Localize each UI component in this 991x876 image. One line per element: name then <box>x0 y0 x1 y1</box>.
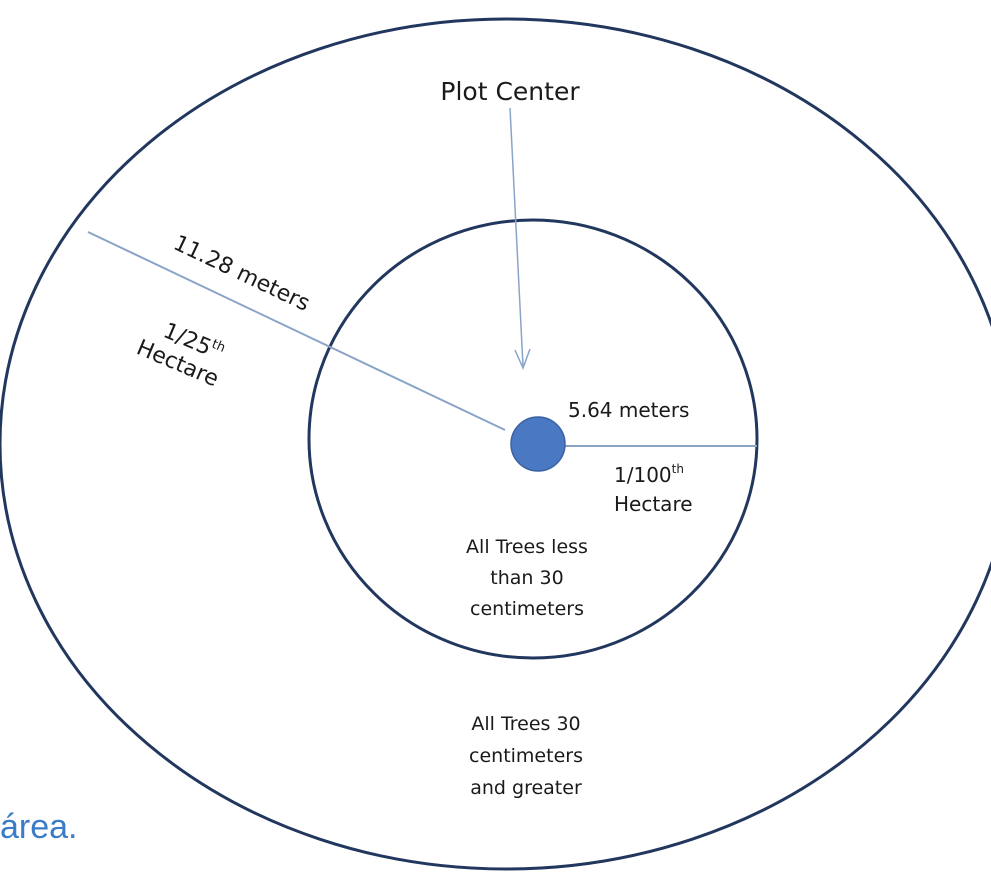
inner-area-unit: Hectare <box>614 492 693 516</box>
outer-note-line-2: centimeters <box>469 745 583 767</box>
inner-note-line-1: All Trees less <box>466 536 588 558</box>
plot-center-dot <box>510 416 566 472</box>
inner-note-line-3: centimeters <box>470 598 584 620</box>
inner-plot-circle <box>307 218 759 660</box>
caption-text: área. <box>0 808 78 846</box>
inner-note-line-2: than 30 <box>490 567 563 589</box>
inner-radius-label: 5.64 meters <box>568 398 689 422</box>
outer-radius-line <box>87 231 506 431</box>
plot-center-label: Plot Center <box>440 77 580 106</box>
plot-center-arrow <box>509 107 524 367</box>
outer-note-line-3: and greater <box>470 777 582 799</box>
inner-area-suffix: th <box>672 462 684 476</box>
plot-center-arrowhead <box>514 348 531 370</box>
outer-area-suffix: th <box>209 337 227 356</box>
outer-note-line-1: All Trees 30 <box>471 713 580 735</box>
outer-plot-circle <box>0 17 991 871</box>
inner-area-fraction-line: 1/100th <box>614 462 684 487</box>
outer-area-label: 1/25th Hectare <box>133 319 228 393</box>
inner-area-fraction: 1/100 <box>614 463 672 487</box>
